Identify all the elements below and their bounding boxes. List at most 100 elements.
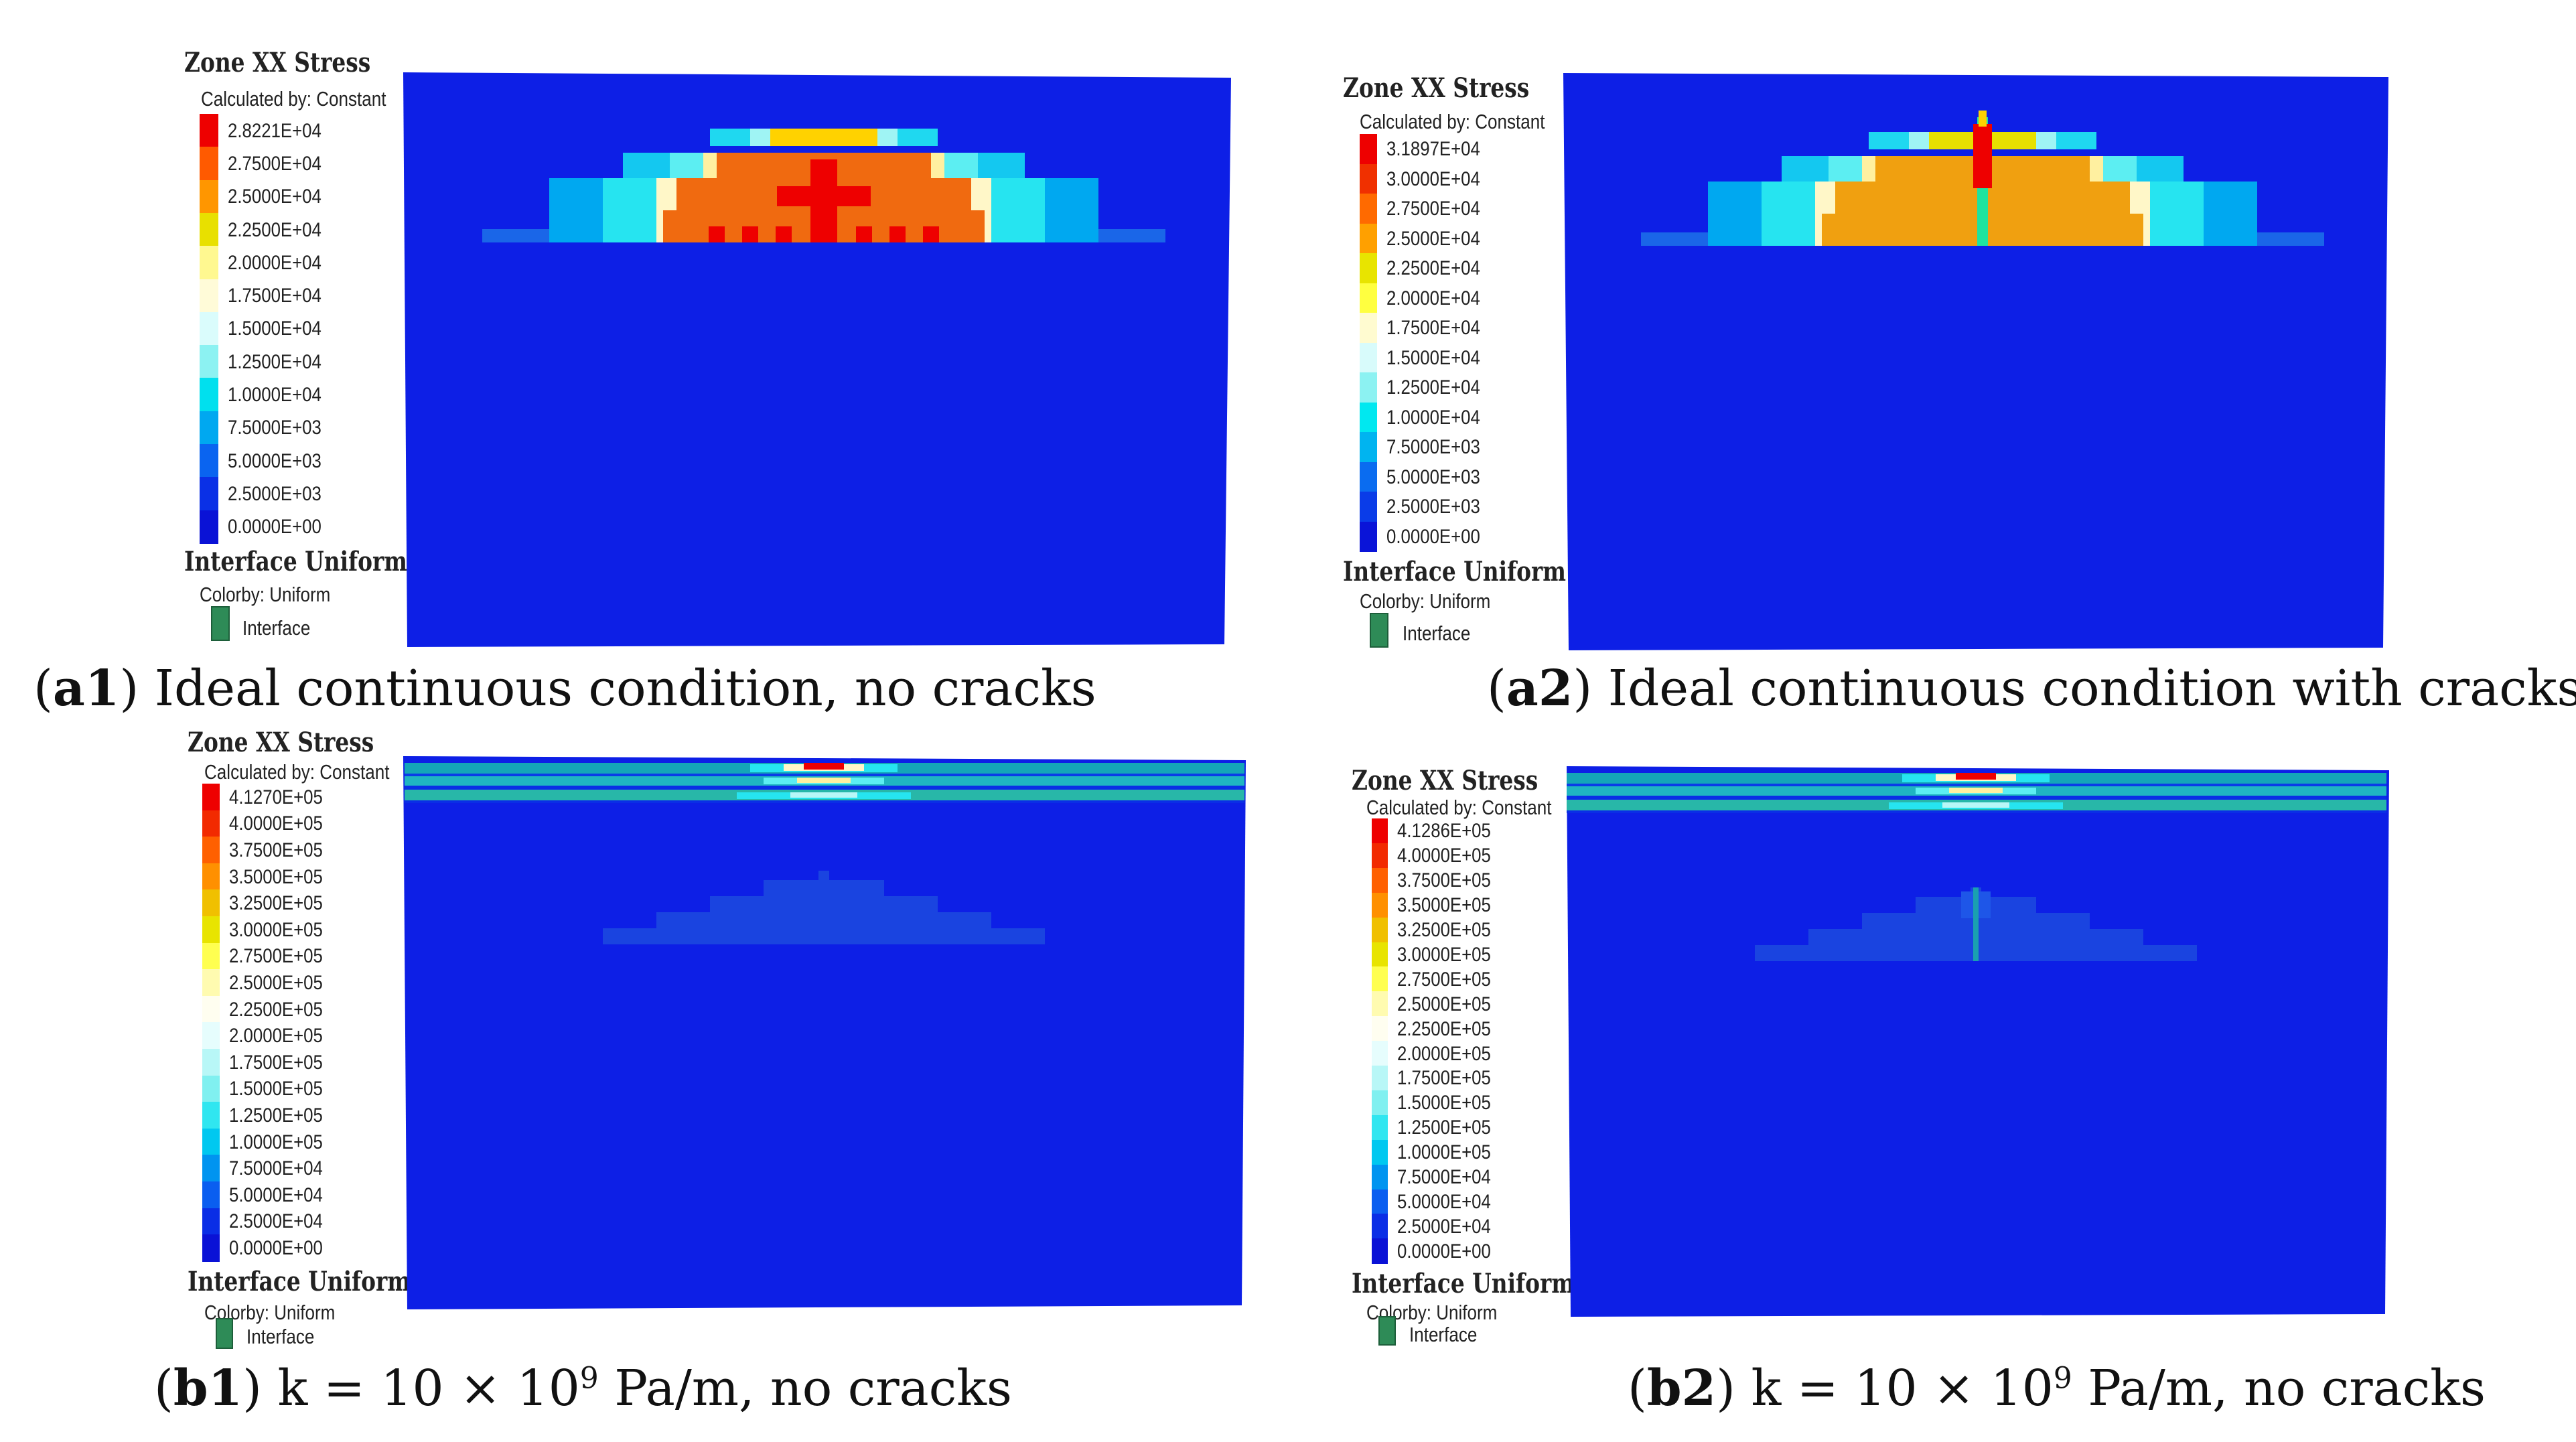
caption-a1: (a1) Ideal continuous condition, no crac… — [33, 660, 1096, 717]
interface-label: Interface — [1403, 622, 1471, 645]
stress-peak — [889, 226, 906, 242]
legend-value: 2.8221E+04 — [228, 119, 321, 142]
caption-id: a1 — [52, 660, 120, 717]
layer-stress — [1956, 773, 1996, 780]
stress-zone — [656, 912, 991, 928]
legend-swatch — [1360, 134, 1377, 165]
legend-value: 2.0000E+05 — [229, 1025, 323, 1048]
legend-calculated-by: Calculated by: Constant — [1360, 110, 1545, 133]
legend-value: 5.0000E+04 — [229, 1183, 323, 1206]
legend-swatch — [1360, 402, 1377, 433]
caption-exponent: 9 — [579, 1361, 599, 1396]
interface-colorby: Colorby: Uniform — [1360, 589, 1491, 613]
caption-exponent: 9 — [2053, 1361, 2072, 1396]
legend-swatch — [202, 863, 220, 891]
legend-value: 7.5000E+04 — [229, 1157, 323, 1180]
legend-value: 1.2500E+04 — [1386, 376, 1480, 399]
pavement-layers — [405, 763, 1244, 803]
stress-bulb — [482, 129, 1165, 242]
legend-swatch — [200, 246, 218, 280]
legend-swatch — [1360, 253, 1377, 284]
layer-stress — [797, 778, 851, 783]
legend-swatch — [202, 1128, 220, 1156]
legend-swatch — [200, 378, 218, 412]
legend-color-bar — [1360, 134, 1377, 552]
stress-peak — [1979, 111, 1987, 127]
legend-swatch — [1360, 194, 1377, 224]
legend-value: 2.5000E+03 — [1386, 496, 1480, 518]
legend-value: 2.5000E+05 — [229, 972, 323, 994]
layer-stress — [1942, 802, 2009, 808]
legend-swatch — [1372, 966, 1388, 993]
caption-id: b1 — [173, 1360, 243, 1417]
legend-calculated-by: Calculated by: Constant — [1366, 796, 1552, 819]
stress-zone — [603, 928, 1045, 944]
legend-swatch — [200, 147, 218, 181]
legend-swatch — [1360, 342, 1377, 373]
caption-text-post: Pa/m, no cracks — [598, 1360, 1012, 1417]
legend-swatch — [1360, 223, 1377, 254]
legend-swatch — [202, 1075, 220, 1103]
legend-swatch — [1360, 372, 1377, 403]
legend-calculated-by: Calculated by: Constant — [204, 760, 390, 784]
legend-swatch — [1360, 313, 1377, 344]
legend-swatch — [1360, 283, 1377, 313]
legend-value: 2.2500E+05 — [229, 998, 323, 1021]
legend-swatch — [202, 1049, 220, 1076]
legend-value: 2.7500E+05 — [229, 945, 323, 968]
legend-value: 4.0000E+05 — [229, 812, 323, 835]
legend-calculated-by: Calculated by: Constant — [201, 87, 386, 111]
legend-swatch — [1360, 163, 1377, 194]
legend-color-bar — [1372, 818, 1388, 1265]
legend-swatch — [202, 995, 220, 1023]
interface-swatch — [211, 606, 230, 641]
legend-value: 2.0000E+05 — [1397, 1042, 1491, 1065]
legend-swatch — [200, 345, 218, 379]
legend-value: 3.5000E+05 — [229, 865, 323, 888]
legend-value: 3.0000E+05 — [229, 918, 323, 941]
legend-value: 2.5000E+03 — [228, 482, 321, 505]
legend-swatch — [1372, 1139, 1388, 1165]
legend-value: 2.7500E+04 — [1386, 198, 1480, 220]
legend-swatch — [200, 411, 218, 445]
stress-peak — [923, 226, 939, 242]
soil-field — [403, 756, 1246, 1309]
interface-colorby: Colorby: Uniform — [200, 583, 331, 606]
legend-swatch — [1372, 917, 1388, 943]
legend-swatch — [200, 212, 218, 247]
interface-title: Interface Uniform — [188, 1266, 411, 1297]
legend-swatch — [1372, 1238, 1388, 1265]
legend-swatch — [1372, 1164, 1388, 1190]
legend-swatch — [1372, 818, 1388, 844]
legend-swatch — [202, 942, 220, 970]
stress-peak — [742, 226, 758, 242]
legend-swatch — [202, 889, 220, 917]
legend-swatch — [202, 784, 220, 811]
legend-value: 1.0000E+04 — [1386, 406, 1480, 429]
legend-value: 0.0000E+00 — [1397, 1240, 1491, 1263]
caption-text-pre: k = 10 × 10 — [261, 1360, 580, 1417]
stress-bulb — [603, 871, 1045, 944]
legend-value: 5.0000E+03 — [228, 449, 321, 472]
legend-value: 2.0000E+04 — [228, 251, 321, 274]
legend-value: 7.5000E+04 — [1397, 1166, 1491, 1189]
legend-value: 2.0000E+04 — [1386, 287, 1480, 309]
interface-title: Interface Uniform — [1343, 556, 1566, 587]
caption-id: a2 — [1506, 660, 1573, 717]
stress-plot-b2 — [1567, 766, 2389, 1317]
layer-stress — [1949, 788, 2003, 793]
legend-swatch — [200, 444, 218, 478]
stress-plot-a1 — [403, 72, 1231, 647]
legend-value: 2.2500E+05 — [1397, 1017, 1491, 1040]
legend-value: 1.2500E+04 — [228, 350, 321, 373]
interface-swatch — [216, 1318, 233, 1349]
legend-value: 3.2500E+05 — [1397, 919, 1491, 942]
interface-swatch — [1370, 613, 1388, 648]
legend-value: 5.0000E+03 — [1386, 465, 1480, 488]
legend-value: 1.7500E+05 — [1397, 1067, 1491, 1090]
legend-value: 2.5000E+04 — [229, 1210, 323, 1233]
legend-value: 3.2500E+05 — [229, 892, 323, 915]
legend-swatch — [1372, 991, 1388, 1017]
layer-stress — [804, 763, 844, 770]
legend-value: 1.7500E+05 — [229, 1051, 323, 1074]
